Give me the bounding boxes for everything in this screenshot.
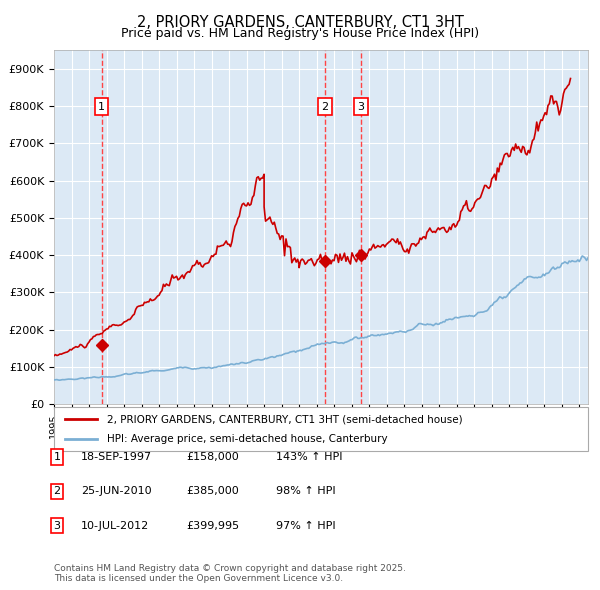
Text: 1: 1 [98, 102, 105, 112]
Text: 25-JUN-2010: 25-JUN-2010 [81, 487, 152, 496]
Text: HPI: Average price, semi-detached house, Canterbury: HPI: Average price, semi-detached house,… [107, 434, 388, 444]
Text: 18-SEP-1997: 18-SEP-1997 [81, 453, 152, 462]
Text: 2, PRIORY GARDENS, CANTERBURY, CT1 3HT (semi-detached house): 2, PRIORY GARDENS, CANTERBURY, CT1 3HT (… [107, 415, 463, 424]
Text: 3: 3 [358, 102, 364, 112]
Text: Contains HM Land Registry data © Crown copyright and database right 2025.
This d: Contains HM Land Registry data © Crown c… [54, 563, 406, 583]
Text: £158,000: £158,000 [186, 453, 239, 462]
Text: 97% ↑ HPI: 97% ↑ HPI [276, 521, 335, 530]
Text: 143% ↑ HPI: 143% ↑ HPI [276, 453, 343, 462]
Text: 98% ↑ HPI: 98% ↑ HPI [276, 487, 335, 496]
Text: 10-JUL-2012: 10-JUL-2012 [81, 521, 149, 530]
Text: 2, PRIORY GARDENS, CANTERBURY, CT1 3HT: 2, PRIORY GARDENS, CANTERBURY, CT1 3HT [137, 15, 463, 30]
Text: 3: 3 [53, 521, 61, 530]
Text: Price paid vs. HM Land Registry's House Price Index (HPI): Price paid vs. HM Land Registry's House … [121, 27, 479, 40]
Text: 2: 2 [53, 487, 61, 496]
Text: 2: 2 [322, 102, 329, 112]
Text: £385,000: £385,000 [186, 487, 239, 496]
Text: 1: 1 [53, 453, 61, 462]
Text: £399,995: £399,995 [186, 521, 239, 530]
FancyBboxPatch shape [54, 407, 588, 451]
